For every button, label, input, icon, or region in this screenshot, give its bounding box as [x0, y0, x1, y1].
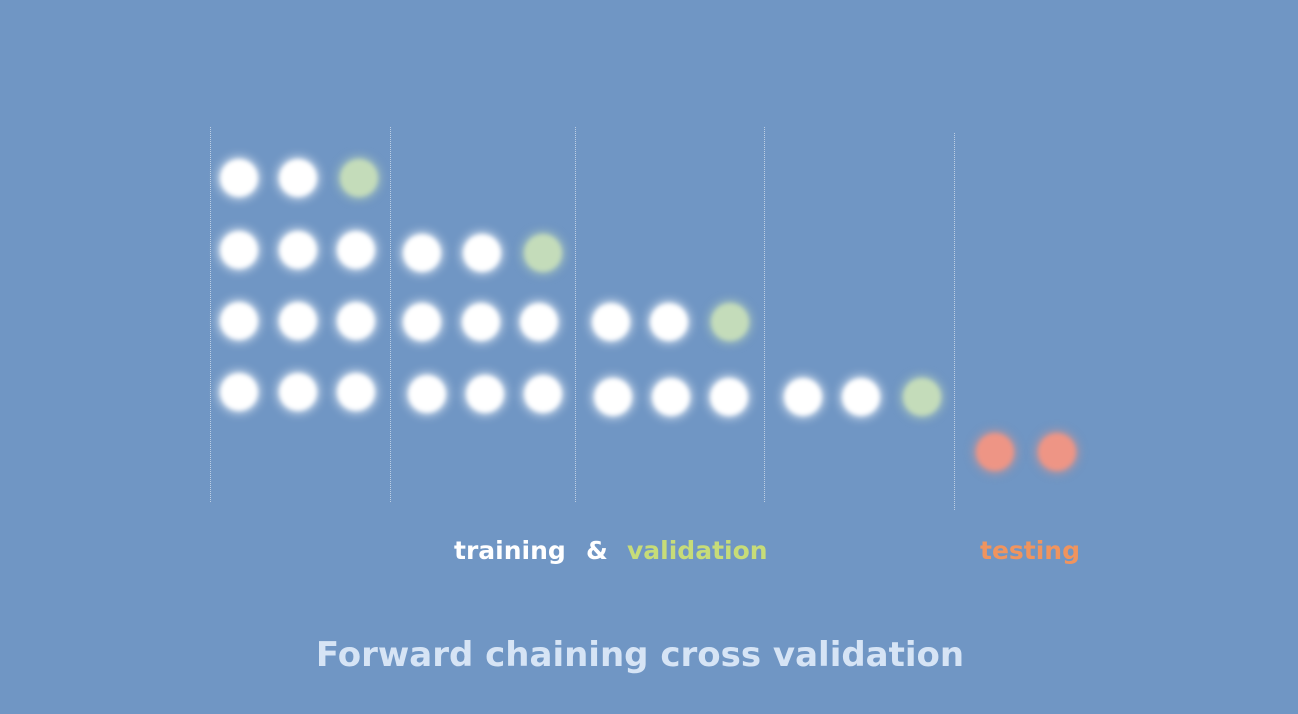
testing-point: [976, 433, 1014, 471]
legend-ampersand: &: [586, 536, 608, 565]
validation-point: [340, 159, 378, 197]
legend-validation-label: validation: [627, 536, 768, 565]
training-point: [403, 234, 441, 272]
training-point: [279, 159, 317, 197]
training-point: [220, 302, 258, 340]
training-point: [403, 303, 441, 341]
training-point: [466, 375, 504, 413]
diagram-title: Forward chaining cross validation: [315, 635, 965, 675]
fold-divider: [764, 127, 765, 502]
fold-divider: [575, 127, 576, 502]
training-point: [220, 231, 258, 269]
training-point: [592, 303, 630, 341]
training-point: [220, 159, 258, 197]
training-point: [520, 303, 558, 341]
training-point: [462, 303, 500, 341]
legend-training-label: training: [454, 536, 566, 565]
fold-divider: [954, 133, 955, 510]
training-point: [650, 303, 688, 341]
training-point: [710, 378, 748, 416]
training-point: [594, 378, 632, 416]
validation-point: [903, 378, 941, 416]
training-point: [337, 231, 375, 269]
fold-divider: [390, 127, 391, 502]
validation-point: [711, 303, 749, 341]
training-point: [337, 373, 375, 411]
training-point: [842, 378, 880, 416]
training-point: [279, 302, 317, 340]
training-point: [279, 373, 317, 411]
training-point: [652, 378, 690, 416]
fold-divider: [210, 127, 211, 502]
legend-testing-label: testing: [980, 536, 1080, 565]
training-point: [408, 375, 446, 413]
training-point: [337, 302, 375, 340]
training-point: [784, 378, 822, 416]
training-point: [524, 375, 562, 413]
validation-point: [524, 234, 562, 272]
training-point: [220, 373, 258, 411]
training-point: [279, 231, 317, 269]
testing-point: [1038, 433, 1076, 471]
training-point: [463, 234, 501, 272]
